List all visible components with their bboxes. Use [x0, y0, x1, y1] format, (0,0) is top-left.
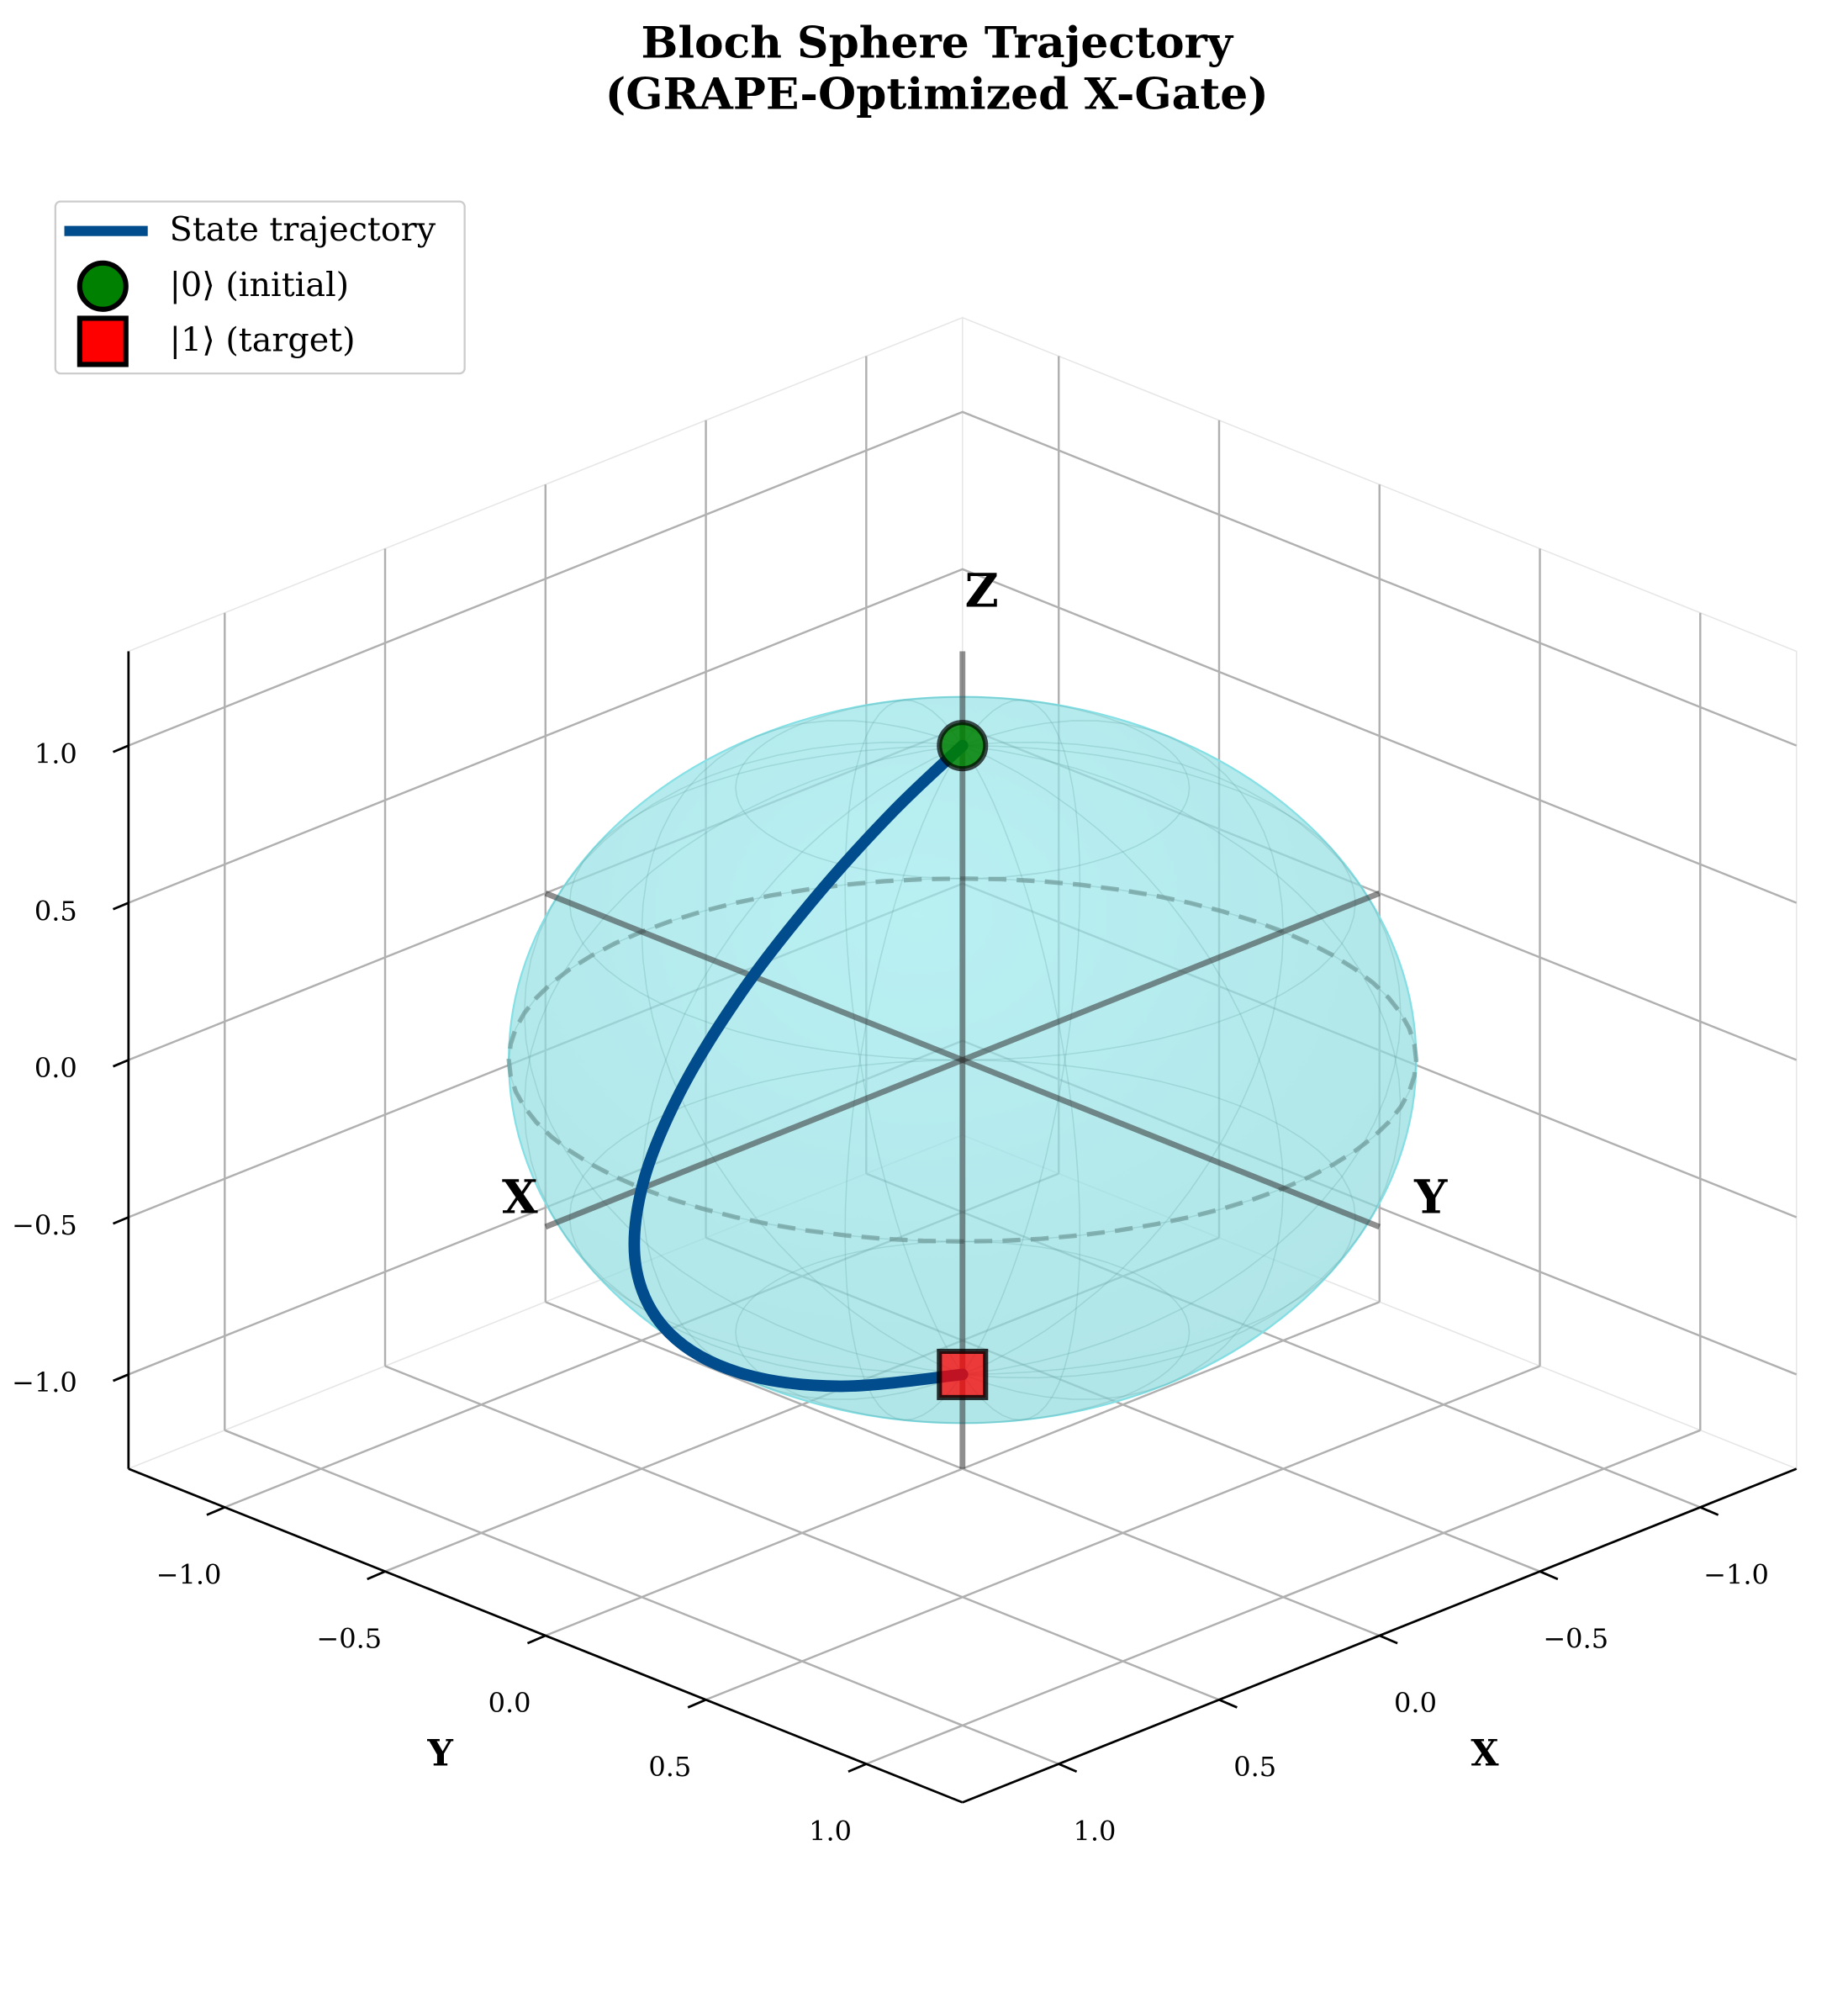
tick-mark	[112, 1216, 129, 1225]
chart-title: (GRAPE-Optimized X-Gate)	[605, 68, 1269, 119]
target-state	[937, 1348, 989, 1400]
grid-line	[865, 1429, 1701, 1765]
y-tick-label: 1.0	[809, 1816, 852, 1848]
tick-mark	[112, 1373, 129, 1382]
grid-line	[128, 568, 1798, 904]
sphere-meridian	[844, 699, 964, 1375]
legend-label: |1⟩ (target)	[170, 320, 356, 359]
y-tick-label: −1.0	[156, 1558, 222, 1590]
z-tick-label: 1.0	[34, 737, 77, 769]
tick-mark	[112, 901, 129, 911]
legend: State trajectory |0⟩ (initial) |1⟩ (target…	[54, 200, 466, 375]
grid-line	[128, 410, 1798, 747]
sphere-meridian	[962, 741, 1402, 1376]
x-tick-label: 1.0	[1073, 1816, 1116, 1848]
tick-mark	[1539, 1570, 1559, 1581]
sphere-label: Y	[1413, 1170, 1448, 1224]
equator	[506, 876, 1419, 1244]
grid-line	[705, 1365, 1540, 1701]
tick-mark	[1699, 1506, 1719, 1516]
sphere-label: Z	[965, 563, 999, 617]
y-axis-title: Y	[426, 1732, 453, 1774]
title: Bloch Sphere Trajectory (GRAPE-Optimized…	[605, 17, 1269, 119]
legend-marker	[77, 260, 129, 312]
tick-mark	[847, 1763, 867, 1774]
tick-mark	[112, 744, 129, 753]
x-tick-label: 0.5	[1233, 1751, 1276, 1783]
chart-title: Bloch Sphere Trajectory	[641, 17, 1233, 68]
sphere-parallel	[735, 1240, 1191, 1425]
z-tick-label: 0.0	[34, 1052, 77, 1084]
sphere-meridian	[523, 744, 963, 1379]
tick-mark	[112, 1059, 129, 1068]
tick-mark	[1058, 1763, 1078, 1774]
z-tick-label: −1.0	[12, 1367, 77, 1398]
x-tick-label: −1.0	[1703, 1558, 1769, 1590]
y-tick-label: 0.0	[488, 1687, 531, 1719]
initial-state	[937, 720, 989, 772]
sphere-parallel	[735, 696, 1191, 880]
tick-mark	[1218, 1699, 1238, 1709]
tick-mark	[687, 1699, 707, 1709]
tick-mark	[367, 1570, 386, 1581]
y-tick-label: 0.5	[648, 1751, 691, 1783]
tick-mark	[526, 1634, 546, 1645]
z-tick-label: 0.5	[34, 895, 77, 927]
x-tick-label: 0.0	[1394, 1687, 1437, 1719]
sphere-meridian	[962, 745, 1081, 1421]
legend-frame	[54, 200, 466, 375]
x-axis-title: X	[1470, 1732, 1499, 1774]
legend-marker	[77, 315, 129, 367]
z-tick-label: −0.5	[12, 1209, 77, 1241]
trajectory	[628, 739, 969, 1393]
sphere-parallel	[568, 744, 1356, 1061]
sphere-parallel	[568, 1059, 1356, 1376]
legend-label: |0⟩ (initial)	[170, 266, 349, 304]
legend-label: State trajectory	[170, 210, 436, 249]
y-tick-label: −0.5	[316, 1623, 382, 1655]
sphere-label: X	[502, 1170, 538, 1224]
tick-mark	[206, 1506, 225, 1516]
tick-mark	[1379, 1634, 1398, 1645]
x-tick-label: −0.5	[1543, 1623, 1608, 1655]
